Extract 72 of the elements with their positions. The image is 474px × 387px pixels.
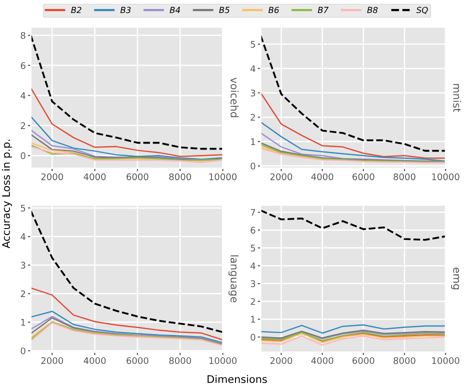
x-tick-label: 10000 xyxy=(209,357,237,364)
x-tick-label: 8000 xyxy=(169,357,192,364)
y-tick-label: 6 xyxy=(20,62,26,69)
y-tick-label: 5 xyxy=(250,244,256,252)
legend-label: B3 xyxy=(120,6,131,14)
x-tick-label: 2000 xyxy=(41,357,64,364)
y-tick-label: 4 xyxy=(250,262,256,270)
x-axis-title: Dimensions xyxy=(208,374,267,384)
x-tick-label: 6000 xyxy=(352,357,374,364)
y-tick-label: 0 xyxy=(250,334,256,341)
x-tick-label: 6000 xyxy=(126,357,148,364)
line-series xyxy=(260,92,446,159)
y-tick-label: 3 xyxy=(250,280,256,288)
line-series xyxy=(260,210,446,241)
x-tick-label: 4000 xyxy=(311,173,334,180)
y-tick-label: 4 xyxy=(250,65,256,72)
y-tick-label: 0 xyxy=(20,152,26,160)
y-tick-label: 2 xyxy=(250,298,255,305)
x-tick-label: 10000 xyxy=(209,173,237,180)
line-series xyxy=(30,310,223,344)
text: mnist xyxy=(453,84,462,112)
legend-label: B7 xyxy=(318,6,329,13)
text: language xyxy=(228,255,239,302)
line-series xyxy=(30,287,223,341)
y-tick-label: 0 xyxy=(20,347,26,354)
line-series xyxy=(30,210,223,334)
legend-label: B5 xyxy=(219,6,230,14)
y-tick-label: 7 xyxy=(250,209,256,216)
line-series xyxy=(30,116,223,160)
x-tick-label: 4000 xyxy=(84,357,106,364)
line-series xyxy=(30,87,223,157)
y-tick-label: 2 xyxy=(250,114,255,121)
y-tick-label: 1 xyxy=(251,316,256,323)
legend-label: B8 xyxy=(367,6,378,14)
line-series xyxy=(260,148,446,164)
x-tick-label: 8000 xyxy=(169,173,192,180)
line-series xyxy=(260,121,446,162)
x-tick-label: 4000 xyxy=(84,173,106,180)
legend-label: B6 xyxy=(268,6,279,14)
x-tick-label: 10000 xyxy=(432,357,460,364)
y-tick-label: 0 xyxy=(250,162,256,170)
y-tick-label: 3 xyxy=(250,90,256,96)
x-tick-label: 4000 xyxy=(311,357,334,364)
y-tick-label: 2 xyxy=(20,290,26,298)
legend-label: SQ xyxy=(416,6,428,14)
x-tick-label: 2000 xyxy=(270,173,292,180)
x-tick-label: 6000 xyxy=(352,173,374,180)
y-tick-label: 5 xyxy=(20,204,26,212)
x-tick-label: 2000 xyxy=(270,357,292,364)
y-tick-label: 3 xyxy=(20,262,26,269)
x-tick-label: 2000 xyxy=(41,173,64,180)
y-tick-label: 1 xyxy=(21,319,26,326)
y-tick-label: 4 xyxy=(20,92,26,99)
x-tick-label: 10000 xyxy=(432,173,460,180)
line-series xyxy=(30,34,223,150)
legend-label: B2 xyxy=(71,6,82,13)
x-tick-label: 8000 xyxy=(394,357,416,364)
y-tick-label: 8 xyxy=(20,32,26,39)
line-series xyxy=(260,324,446,334)
text: emg xyxy=(451,268,460,290)
text: voicehd xyxy=(230,78,239,118)
y-axis-title: Accuracy Loss in p.p. xyxy=(2,140,12,248)
y-tick-label: 4 xyxy=(20,233,26,240)
line-series xyxy=(260,336,446,346)
y-tick-label: 5 xyxy=(250,40,256,48)
legend-label: B4 xyxy=(170,6,180,13)
x-tick-label: 8000 xyxy=(394,173,416,180)
y-tick-label: 1 xyxy=(251,138,256,145)
x-tick-label: 6000 xyxy=(126,173,148,180)
y-tick-label: 2 xyxy=(20,122,26,129)
line-series xyxy=(260,34,446,152)
y-tick-label: 6 xyxy=(250,226,256,234)
